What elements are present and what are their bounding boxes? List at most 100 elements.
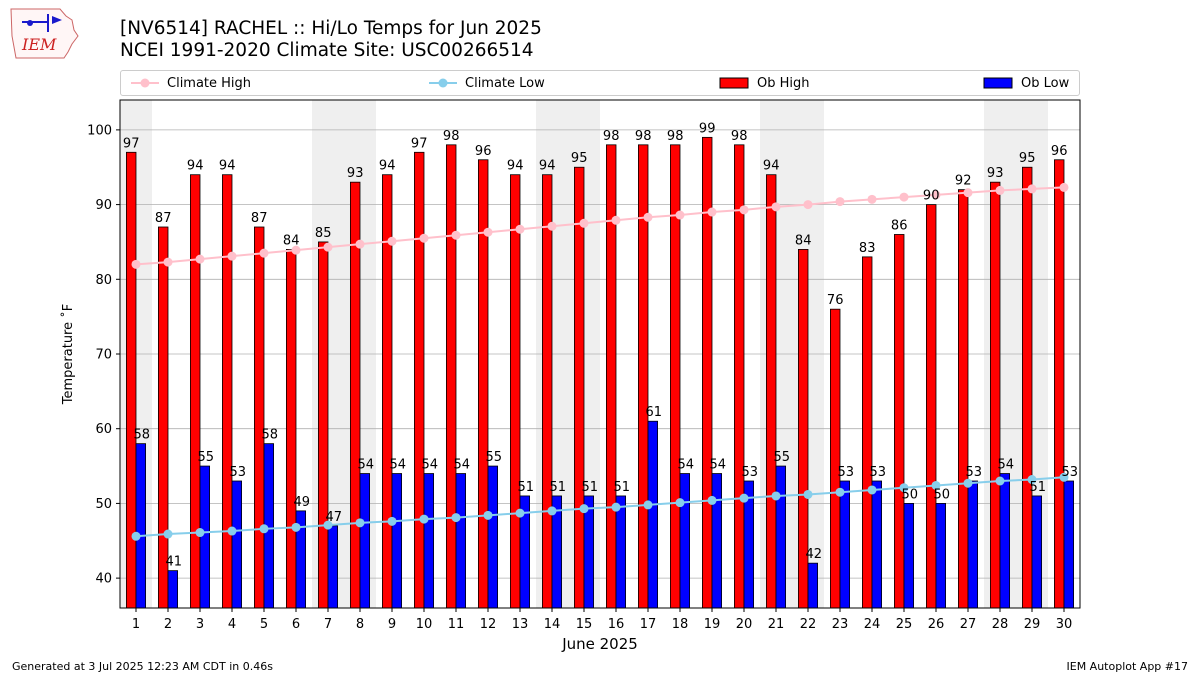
x-tick-label: 13: [512, 617, 529, 632]
climate-low-point: [355, 518, 365, 528]
climate-low-point: [1059, 472, 1069, 482]
ob-high-bar: [894, 234, 905, 609]
climate-low-point: [515, 508, 525, 518]
ob-low-bar: [167, 570, 179, 609]
x-tick-label: 25: [896, 617, 913, 632]
ob-low-label: 51: [1030, 480, 1047, 495]
climate-high-point: [227, 251, 237, 261]
x-tick-label: 18: [672, 617, 689, 632]
climate-low-point: [483, 510, 493, 520]
ob-high-label: 95: [1019, 151, 1036, 166]
climate-high-point: [931, 190, 941, 200]
legend-ob-high: Ob High: [719, 71, 810, 95]
ob-high-label: 94: [379, 159, 396, 174]
ob-low-label: 54: [390, 458, 407, 473]
ob-high-bar: [606, 144, 617, 609]
ob-high-bar: [926, 204, 937, 609]
ob-low-label: 61: [646, 405, 663, 420]
x-tick-label: 5: [260, 617, 268, 632]
climate-low-point: [291, 522, 301, 532]
ob-low-label: 54: [710, 458, 727, 473]
ob-low-label: 55: [486, 450, 503, 465]
ob-low-label: 53: [230, 465, 247, 480]
ob-high-label: 98: [635, 129, 652, 144]
climate-low-point: [771, 491, 781, 501]
climate-high-point: [1027, 184, 1037, 194]
ob-low-label: 51: [550, 480, 567, 495]
climate-high-point: [899, 192, 909, 202]
ob-high-label: 98: [731, 129, 748, 144]
ob-low-bar: [679, 473, 691, 609]
x-tick-label: 2: [164, 617, 172, 632]
ob-high-label: 97: [411, 136, 428, 151]
ob-low-bar: [423, 473, 435, 609]
ob-low-label: 51: [582, 480, 599, 495]
x-tick-label: 12: [480, 617, 497, 632]
ob-high-label: 92: [955, 174, 972, 189]
ob-low-bar: [999, 473, 1011, 609]
climate-high-point: [611, 215, 621, 225]
legend-climate-low-label: Climate Low: [465, 75, 545, 91]
climate-high-point: [803, 200, 813, 210]
ob-low-label: 54: [358, 458, 375, 473]
x-tick-label: 30: [1056, 617, 1073, 632]
ob-low-label: 41: [166, 555, 183, 570]
ob-low-bar: [807, 562, 819, 609]
ob-high-label: 94: [507, 159, 524, 174]
x-tick-label: 6: [292, 617, 300, 632]
ob-low-label: 47: [326, 510, 343, 525]
ob-low-label: 51: [518, 480, 535, 495]
x-tick-label: 14: [544, 617, 561, 632]
ob-low-bar: [903, 503, 915, 609]
ob-high-bar: [221, 174, 233, 609]
ob-low-label: 50: [902, 487, 919, 502]
x-tick-label: 15: [576, 617, 593, 632]
ob-high-bar: [509, 174, 521, 609]
ob-low-bar: [135, 443, 147, 609]
ob-high-swatch-icon: [719, 77, 749, 89]
ob-high-label: 95: [571, 151, 588, 166]
climate-low-point: [323, 520, 333, 530]
climate-low-point: [739, 493, 749, 503]
ob-high-bar: [477, 159, 489, 609]
legend-ob-low-label: Ob Low: [1021, 75, 1070, 91]
ob-low-bar: [231, 480, 243, 609]
ob-high-bar: [542, 174, 553, 609]
x-tick-label: 10: [416, 617, 433, 632]
x-tick-label: 22: [800, 617, 817, 632]
climate-low-point: [227, 526, 237, 536]
ob-high-label: 94: [763, 159, 780, 174]
x-tick-label: 16: [608, 617, 625, 632]
climate-high-swatch-icon: [131, 78, 159, 88]
ob-low-bar: [391, 473, 403, 609]
climate-high-point: [995, 185, 1005, 195]
climate-high-point: [195, 254, 205, 264]
ob-high-label: 93: [347, 166, 364, 181]
climate-low-point: [835, 487, 845, 497]
x-tick-label: 29: [1024, 617, 1041, 632]
x-tick-label: 23: [832, 617, 849, 632]
climate-high-point: [963, 188, 973, 198]
legend-climate-high: Climate High: [131, 71, 251, 95]
ob-high-label: 96: [1051, 144, 1068, 159]
ob-low-bar: [1063, 480, 1075, 609]
climate-low-point: [131, 531, 141, 541]
climate-high-point: [1059, 182, 1069, 192]
ob-high-bar: [766, 174, 777, 609]
ob-low-label: 54: [678, 458, 695, 473]
x-tick-label: 4: [228, 617, 236, 632]
x-tick-label: 8: [356, 617, 364, 632]
ob-high-label: 84: [795, 233, 812, 248]
ob-high-bar: [574, 166, 585, 609]
climate-high-line: [135, 186, 1065, 266]
ob-high-label: 83: [859, 241, 876, 256]
climate-high-point: [771, 202, 781, 212]
climate-high-point: [419, 233, 429, 243]
x-tick-label: 3: [196, 617, 204, 632]
ob-high-label: 86: [891, 218, 908, 233]
x-tick-label: 1: [132, 617, 140, 632]
climate-high-point: [867, 194, 877, 204]
climate-high-point: [835, 197, 845, 207]
chart-subtitle: NCEI 1991-2020 Climate Site: USC00266514: [120, 40, 534, 61]
